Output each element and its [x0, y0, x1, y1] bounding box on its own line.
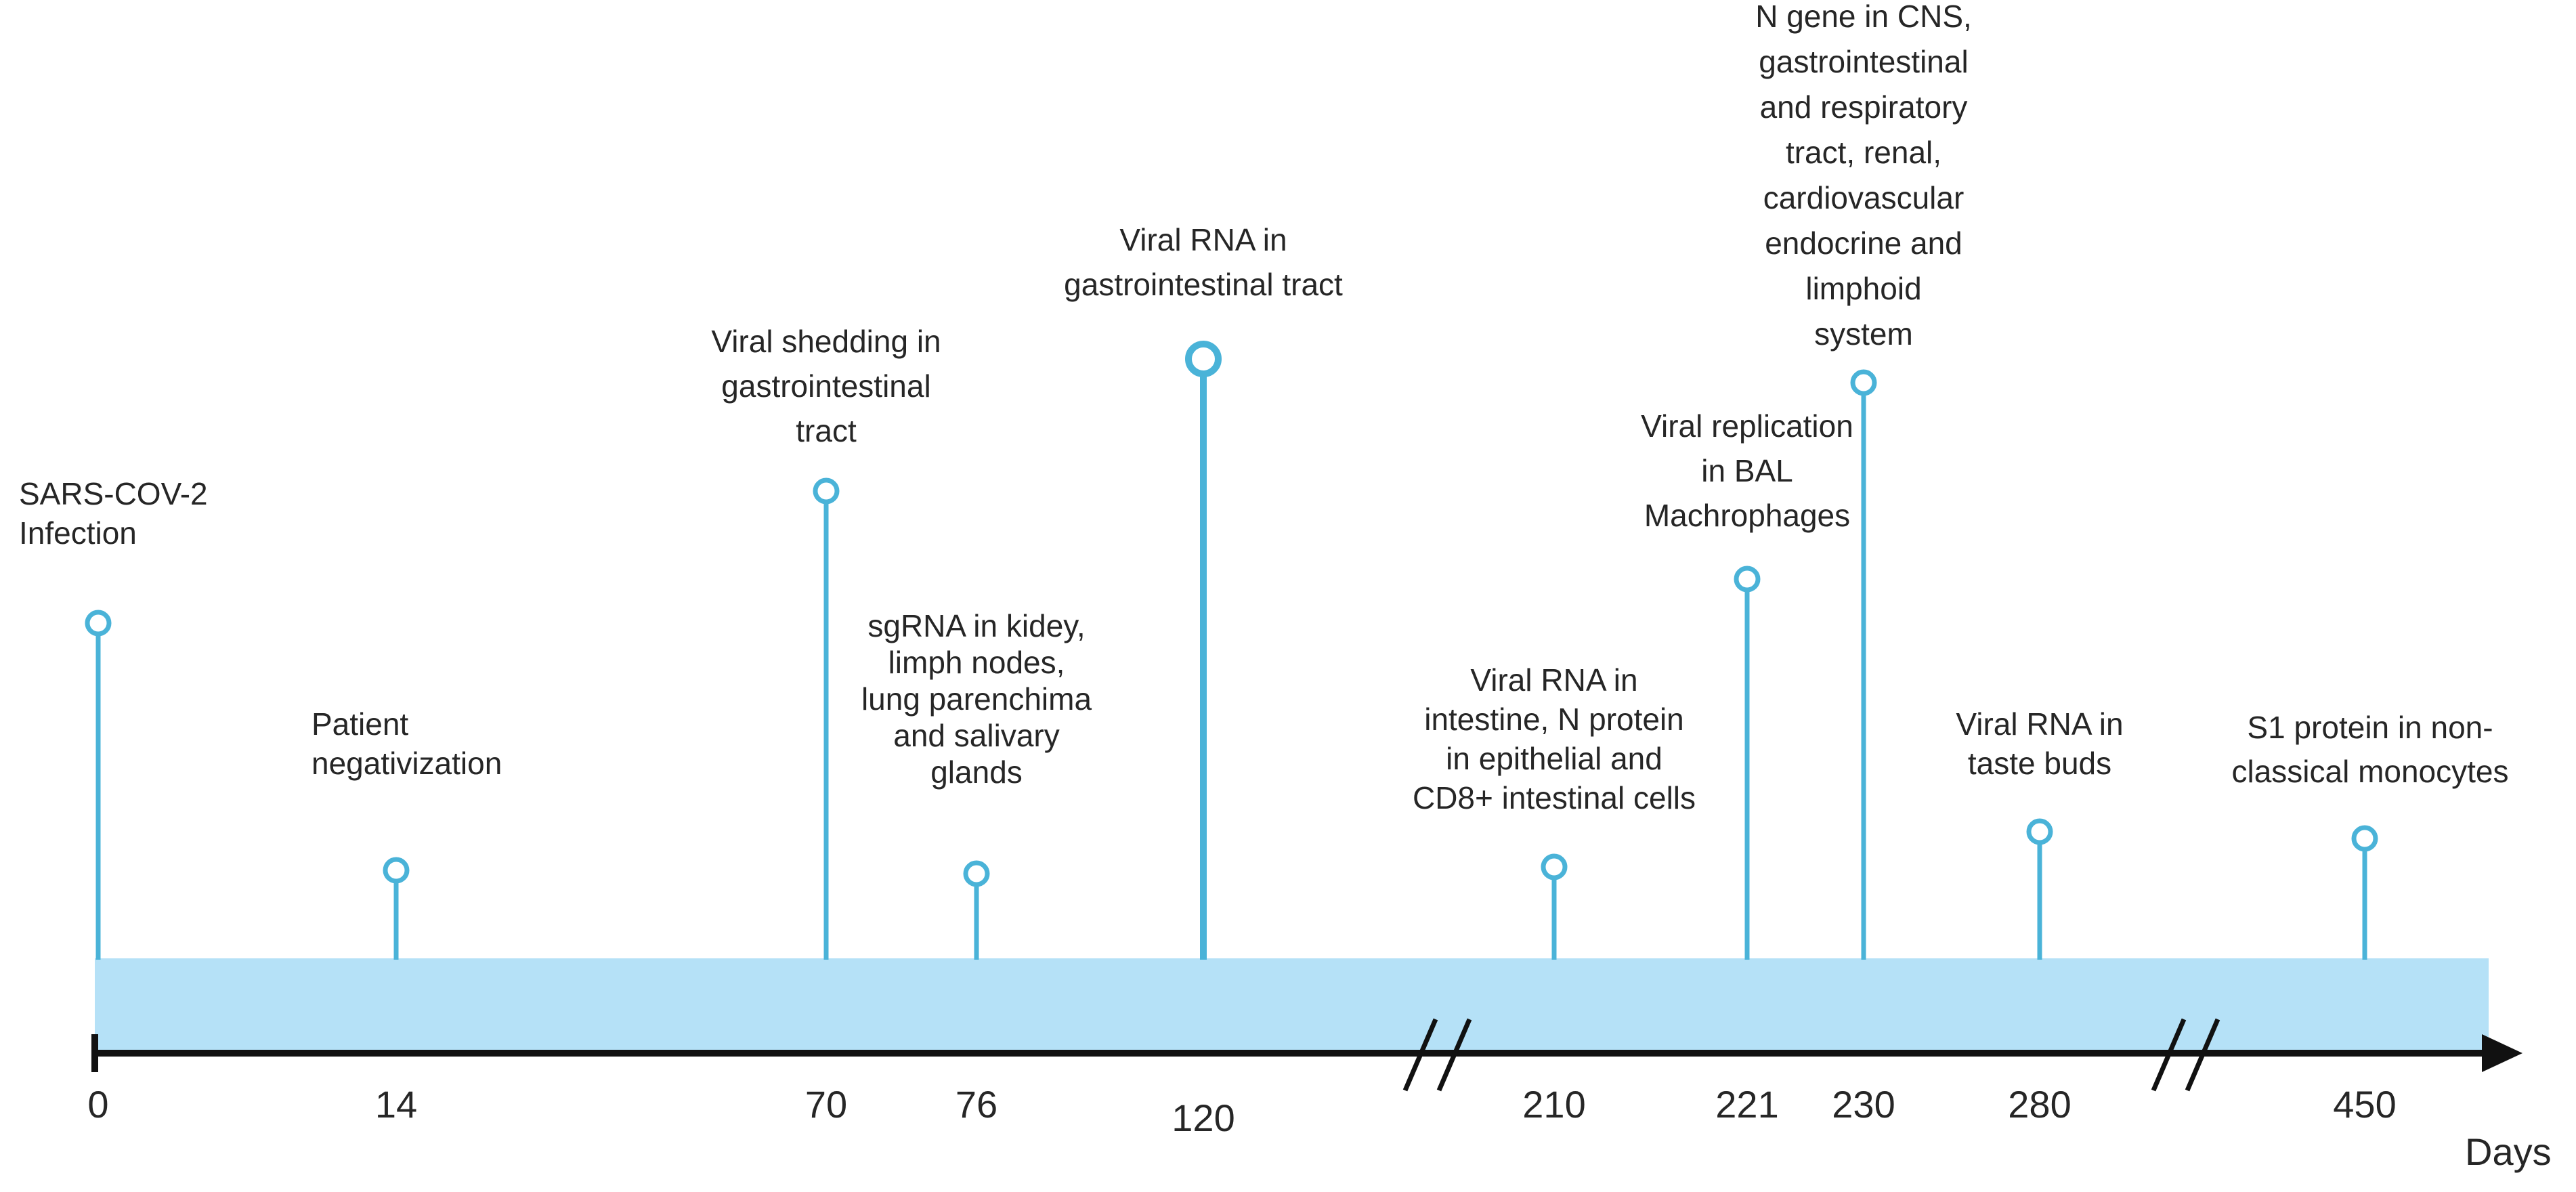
event-marker — [1185, 341, 1222, 377]
event-label: Viral RNA in gastrointestinal tract — [1064, 222, 1343, 302]
tick-label-day-221: 221 — [1715, 1083, 1778, 1126]
axis-break-1 — [1402, 1018, 1472, 1092]
event-day-14: Patient negativization 14 — [312, 706, 502, 1126]
event-marker — [1541, 853, 1568, 880]
tick-label-day-0: 0 — [87, 1083, 108, 1126]
event-label: N gene in CNS, gastrointestinal and respir… — [1755, 0, 1972, 352]
event-label-line: classical monocytes — [2231, 754, 2508, 789]
event-label-line: cardiovascular — [1763, 180, 1965, 215]
timeline-band — [95, 958, 2489, 1053]
event-day-280: Viral RNA in taste buds 280 — [1956, 706, 2123, 1126]
event-label-line: in BAL — [1701, 453, 1793, 488]
event-label-line: in epithelial and — [1446, 741, 1662, 776]
event-day-230: N gene in CNS, gastrointestinal and respir… — [1755, 0, 1972, 1126]
event-label-line: limphoid — [1805, 271, 1921, 306]
tick-label-day-280: 280 — [2008, 1083, 2071, 1126]
event-marker — [2026, 818, 2053, 845]
event-day-450: S1 protein in non-classical monocytes 450 — [2231, 710, 2508, 1126]
event-day-76: sgRNA in kidey, limph nodes, lung parenchi… — [861, 608, 1092, 1126]
tick-label-day-76: 76 — [956, 1083, 997, 1126]
event-label-line: taste buds — [1968, 746, 2111, 781]
event-label: Viral shedding in gastrointestinal tract — [711, 324, 941, 448]
event-day-210: Viral RNA in intestine, N protein in epith… — [1413, 662, 1696, 1126]
event-label-line: CD8+ intestinal cells — [1413, 780, 1696, 815]
event-day-221: Viral replication in BAL Machrophages 221 — [1641, 408, 1853, 1126]
event-label-line: SARS-COV-2 — [19, 476, 208, 511]
event-label-line: gastrointestinal — [721, 368, 930, 404]
event-label-line: endocrine and — [1765, 226, 1962, 261]
event-label-line: tract, renal, — [1786, 135, 1941, 170]
event-label-line: system — [1814, 316, 1913, 352]
event-label: SARS-COV-2 Infection — [19, 476, 208, 551]
event-label-line: gastrointestinal tract — [1064, 267, 1343, 302]
event-label-line: gastrointestinal — [1759, 44, 1968, 79]
tick-label-day-120: 120 — [1172, 1097, 1235, 1139]
tick-label-day-14: 14 — [375, 1083, 417, 1126]
tick-label-day-210: 210 — [1522, 1083, 1585, 1126]
event-label-line: lung parenchima — [861, 681, 1092, 717]
event-label-line: Viral replication — [1641, 408, 1853, 444]
event-label-line: Infection — [19, 515, 137, 551]
tick-label-day-70: 70 — [805, 1083, 847, 1126]
event-label: S1 protein in non-classical monocytes — [2231, 710, 2508, 789]
event-marker — [2351, 825, 2378, 852]
event-label-line: and respiratory — [1760, 89, 1968, 125]
axis-label-days: Days — [2465, 1130, 2552, 1173]
event-day-120: Viral RNA in gastrointestinal tract 120 — [1064, 222, 1343, 1139]
event-marker — [813, 477, 840, 505]
event-marker — [1734, 566, 1761, 593]
event-label-line: Patient — [312, 706, 408, 742]
event-label-line: Machrophages — [1644, 498, 1850, 533]
event-label: Patient negativization — [312, 706, 502, 781]
event-label-line: Viral RNA in — [1470, 662, 1637, 698]
event-label-line: glands — [930, 754, 1023, 790]
event-label-line: and salivary — [893, 718, 1059, 753]
event-label: Viral RNA in intestine, N protein in epith… — [1413, 662, 1696, 815]
event-label: sgRNA in kidey, limph nodes, lung parenchi… — [861, 608, 1092, 790]
event-label-line: Viral RNA in — [1119, 222, 1287, 257]
event-label-line: tract — [796, 413, 857, 448]
axis-break-2 — [2151, 1018, 2220, 1092]
event-label-line: Viral shedding in — [711, 324, 941, 359]
time-axis-arrowhead — [2482, 1034, 2523, 1072]
tick-label-day-450: 450 — [2333, 1083, 2396, 1126]
event-label: Viral RNA in taste buds — [1956, 706, 2123, 781]
event-label-line: N gene in CNS, — [1755, 0, 1972, 34]
event-day-0: SARS-COV-2 Infection 0 — [19, 476, 208, 1126]
event-day-70: Viral shedding in gastrointestinal tract 70 — [711, 324, 941, 1126]
event-marker — [1850, 369, 1877, 396]
event-label-line: Viral RNA in — [1956, 706, 2123, 742]
timeline-events: SARS-COV-2 Infection 0 Patient negativizatio… — [19, 0, 2509, 1139]
event-label-line: S1 protein in non- — [2247, 710, 2493, 745]
event-label: Viral replication in BAL Machrophages — [1641, 408, 1853, 533]
event-marker — [963, 860, 990, 887]
event-marker — [85, 610, 112, 637]
tick-label-day-230: 230 — [1832, 1083, 1895, 1126]
event-label-line: negativization — [312, 746, 502, 781]
event-marker — [383, 857, 410, 884]
event-label-line: intestine, N protein — [1424, 702, 1684, 737]
event-label-line: limph nodes, — [888, 645, 1065, 680]
event-label-line: sgRNA in kidey, — [867, 608, 1085, 643]
